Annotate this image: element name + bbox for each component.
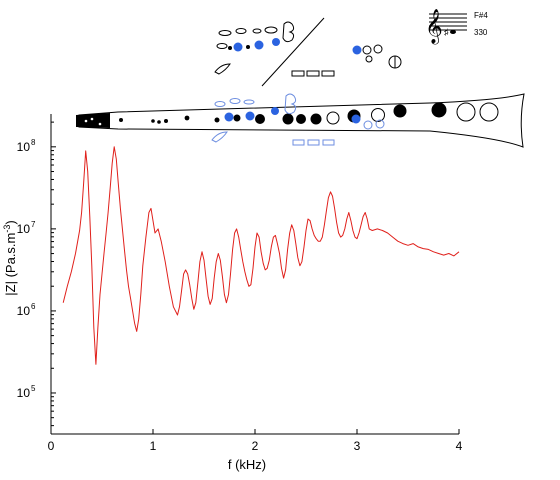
mouthpiece bbox=[76, 113, 110, 128]
tone-hole bbox=[365, 55, 373, 63]
x-tick-label: 2 bbox=[252, 439, 259, 453]
x-tick-label: 4 bbox=[456, 439, 463, 453]
treble-clef-icon: 𝄞 bbox=[425, 9, 443, 45]
y-axis-label-text: |Z| (Pa.s.m bbox=[3, 233, 18, 296]
y-tick-exponent: 8 bbox=[31, 138, 36, 147]
instrument-outline bbox=[78, 93, 525, 148]
key-outline bbox=[264, 26, 278, 34]
key-outline bbox=[214, 63, 231, 75]
blue-closed-keys bbox=[224, 107, 361, 124]
x-ticks: 0 1 2 3 4 bbox=[48, 429, 463, 453]
y-tick-label: 10 bbox=[17, 386, 31, 400]
key-dot bbox=[228, 46, 232, 50]
y-axis-label: |Z| (Pa.s.m-3) bbox=[2, 220, 18, 295]
y-tick-label: 10 bbox=[17, 304, 31, 318]
y-tick-label: 10 bbox=[17, 140, 31, 154]
open-tone-holes bbox=[326, 102, 499, 125]
closed-key bbox=[352, 45, 362, 55]
x-tick-label: 3 bbox=[354, 439, 361, 453]
fingering-small-dots bbox=[228, 45, 250, 50]
fingering-diagram bbox=[214, 17, 402, 87]
note-frequency: 330 bbox=[474, 28, 488, 37]
sharp-icon: ♯ bbox=[444, 27, 449, 37]
x-tick-label: 1 bbox=[150, 439, 157, 453]
x-tick-label: 0 bbox=[48, 439, 55, 453]
tone-hole bbox=[362, 45, 372, 55]
diagonal-separator bbox=[261, 17, 325, 87]
music-staff: 𝄞 ♯ F#4 330 bbox=[425, 9, 488, 45]
closed-key bbox=[233, 42, 243, 52]
key-outline bbox=[252, 28, 262, 34]
y-tick-exponent: 5 bbox=[31, 384, 36, 393]
y-axis-label-close: ) bbox=[3, 220, 18, 224]
closed-key bbox=[272, 38, 280, 46]
key-rect bbox=[291, 70, 305, 77]
impedance-series-line bbox=[62, 146, 460, 365]
key-dot bbox=[246, 45, 250, 49]
closed-tone-holes bbox=[119, 102, 447, 125]
svg-text:|Z| (Pa.s.m-3): |Z| (Pa.s.m-3) bbox=[2, 220, 18, 295]
x-axis-label: f (kHz) bbox=[228, 457, 266, 472]
y-tick-exponent: 6 bbox=[31, 302, 36, 311]
key-rect bbox=[306, 70, 320, 77]
blue-key-outlines bbox=[211, 93, 385, 146]
key-outline bbox=[282, 21, 295, 43]
key-outline bbox=[216, 43, 228, 49]
key-rect bbox=[321, 70, 335, 77]
key-outline bbox=[218, 30, 232, 36]
y-tick-label: 10 bbox=[17, 222, 31, 236]
y-axis-label-exponent: -3 bbox=[2, 225, 12, 233]
note-head bbox=[450, 30, 456, 34]
key-outline bbox=[235, 28, 247, 34]
tone-hole bbox=[373, 44, 383, 54]
y-tick-exponent: 7 bbox=[31, 220, 36, 229]
closed-key bbox=[254, 40, 264, 50]
instrument-body bbox=[76, 93, 525, 148]
note-name: F#4 bbox=[474, 11, 488, 20]
fingering-closed-keys bbox=[233, 38, 362, 55]
